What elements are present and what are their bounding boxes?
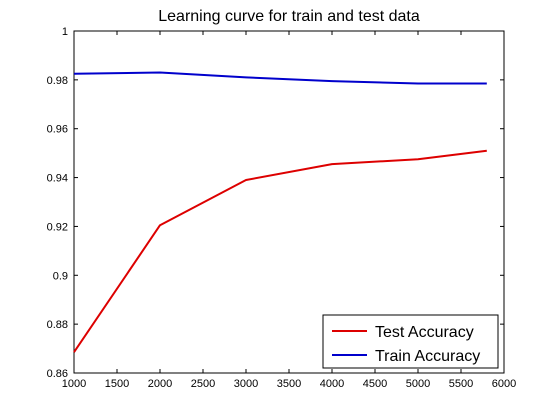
legend-box	[322, 314, 499, 369]
y-tick-label: 0.88	[47, 319, 68, 331]
y-tick-label: 0.94	[47, 173, 68, 185]
series-line-test-accuracy	[73, 149, 487, 353]
x-tick-label: 1000	[62, 378, 86, 390]
x-tick-label: 1500	[105, 378, 129, 390]
x-tick-label: 2500	[191, 378, 215, 390]
legend: Test Accuracy Train Accuracy	[322, 314, 499, 369]
y-tick-label: 0.96	[47, 124, 68, 136]
legend-label: Test Accuracy	[375, 324, 474, 341]
chart-title: Learning curve for train and test data	[158, 8, 420, 25]
y-tick-label: 1	[62, 26, 68, 38]
x-tick-label: 6000	[492, 378, 516, 390]
y-tick-label: 0.86	[47, 368, 68, 380]
y-tick-label: 0.92	[47, 221, 68, 233]
y-tick-label: 0.98	[47, 75, 68, 87]
x-tick-label: 5500	[449, 378, 473, 390]
x-tick-label: 3500	[277, 378, 301, 390]
x-tick-label: 5000	[406, 378, 430, 390]
x-tick-label: 3000	[234, 378, 258, 390]
legend-label: Train Accuracy	[375, 348, 480, 365]
series-line-train-accuracy	[73, 71, 487, 85]
x-tick-label: 4500	[363, 378, 387, 390]
y-tick-label: 0.9	[53, 270, 68, 282]
x-tick-label: 4000	[320, 378, 344, 390]
x-tick-label: 2000	[148, 378, 172, 390]
plot-area: 1000 1500 2000 2500 3000 3500 4000 4500 5000 5500…	[47, 26, 517, 390]
